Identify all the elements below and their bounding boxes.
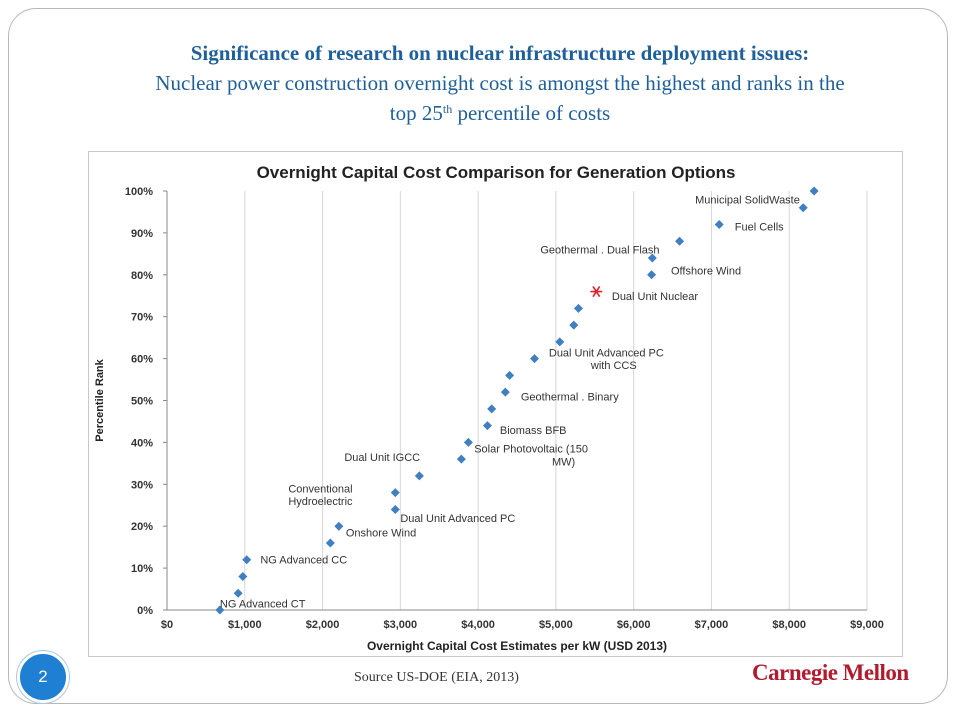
data-point bbox=[215, 605, 225, 615]
data-point bbox=[334, 521, 344, 531]
y-tick-label: 90% bbox=[131, 228, 153, 240]
data-point bbox=[390, 504, 400, 514]
title-subline-2-post: percentile of costs bbox=[452, 101, 611, 125]
point-annotation: MW) bbox=[552, 456, 575, 468]
y-tick-label: 30% bbox=[131, 479, 153, 491]
data-point bbox=[456, 454, 466, 464]
y-tick-label: 0% bbox=[137, 605, 153, 617]
y-tick-label: 50% bbox=[131, 396, 153, 408]
data-point bbox=[500, 387, 510, 397]
y-axis-label: Percentile Rank bbox=[94, 358, 106, 441]
y-tick-label: 40% bbox=[131, 437, 153, 449]
y-tick-label: 20% bbox=[131, 521, 153, 533]
point-annotation: NG Advanced CC bbox=[260, 555, 347, 567]
cmu-logo: Carnegie Mellon bbox=[752, 660, 909, 685]
point-annotation: Offshore Wind bbox=[671, 266, 741, 278]
data-point bbox=[463, 437, 473, 447]
title-heading: Significance of research on nuclear infr… bbox=[190, 41, 810, 65]
x-tick-label: $6,000 bbox=[617, 619, 651, 631]
point-annotation: Fuel Cells bbox=[735, 222, 784, 234]
page-number-badge: 2 bbox=[17, 651, 69, 703]
slide-frame bbox=[8, 8, 948, 704]
y-tick-label: 60% bbox=[131, 354, 153, 366]
x-tick-label: $5,000 bbox=[539, 619, 573, 631]
point-annotation: Geothermal . Binary bbox=[521, 391, 619, 403]
y-tick-label: 80% bbox=[131, 270, 153, 282]
point-annotation: Dual Unit IGCC bbox=[344, 452, 420, 464]
y-tick-label: 10% bbox=[131, 563, 153, 575]
data-point bbox=[714, 220, 724, 230]
data-point bbox=[555, 337, 565, 347]
data-point bbox=[675, 236, 685, 246]
point-annotation: Conventional bbox=[288, 483, 352, 495]
point-annotation: Biomass BFB bbox=[500, 425, 567, 437]
data-point bbox=[505, 370, 515, 380]
point-annotation: Municipal SolidWaste bbox=[695, 194, 800, 206]
point-annotation: Geothermal . Dual Flash bbox=[540, 245, 659, 257]
point-annotation: Hydroelectric bbox=[288, 496, 353, 508]
chart-container: Overnight Capital Cost Comparison for Ge… bbox=[88, 151, 903, 657]
y-tick-label: 100% bbox=[125, 186, 153, 198]
point-annotation: Onshore Wind bbox=[346, 527, 416, 539]
highlight-asterisk-stroke bbox=[592, 286, 601, 298]
highlight-asterisk bbox=[590, 286, 603, 298]
point-annotation: with CCS bbox=[590, 360, 637, 372]
data-point bbox=[647, 270, 657, 280]
x-tick-label: $4,000 bbox=[461, 619, 495, 631]
data-point bbox=[530, 354, 539, 364]
data-point bbox=[573, 303, 583, 313]
data-point bbox=[487, 404, 497, 414]
data-point bbox=[242, 555, 252, 565]
data-point bbox=[569, 320, 579, 330]
x-tick-label: $7,000 bbox=[695, 619, 729, 631]
x-tick-label: $9,000 bbox=[850, 619, 884, 631]
scatter-chart: Overnight Capital Cost Comparison for Ge… bbox=[94, 163, 884, 653]
data-point bbox=[414, 471, 424, 481]
title-superscript: th bbox=[442, 102, 453, 116]
data-point bbox=[647, 253, 657, 263]
title-subline-2-pre: top 25 bbox=[389, 101, 443, 125]
x-axis-label: Overnight Capital Cost Estimates per kW … bbox=[367, 639, 667, 653]
slide-title: Significance of research on nuclear infr… bbox=[60, 38, 940, 128]
chart-title: Overnight Capital Cost Comparison for Ge… bbox=[257, 163, 736, 182]
data-point bbox=[482, 421, 492, 431]
title-subline: Nuclear power construction overnight cos… bbox=[155, 71, 845, 95]
source-note: Source US-DOE (EIA, 2013) bbox=[354, 670, 519, 685]
data-point bbox=[325, 538, 335, 548]
point-annotation: NG Advanced CT bbox=[220, 599, 306, 611]
x-tick-label: $8,000 bbox=[772, 619, 806, 631]
data-point bbox=[798, 203, 808, 213]
point-annotation: Solar Photovoltaic (150 bbox=[474, 444, 588, 456]
point-annotation: Dual Unit Advanced PC bbox=[549, 347, 664, 359]
y-tick-label: 70% bbox=[131, 312, 153, 324]
point-annotation: Dual Unit Nuclear bbox=[612, 291, 699, 303]
data-point bbox=[390, 488, 400, 498]
x-tick-label: $1,000 bbox=[228, 619, 262, 631]
data-point bbox=[809, 186, 819, 196]
title-subline-2: top 25th percentile of costs bbox=[60, 98, 940, 128]
data-point bbox=[238, 571, 248, 581]
x-tick-label: $2,000 bbox=[306, 619, 340, 631]
point-annotation: Dual Unit Advanced PC bbox=[400, 513, 515, 525]
x-tick-label: $3,000 bbox=[384, 619, 418, 631]
data-point bbox=[233, 588, 243, 598]
x-tick-label: $0 bbox=[161, 619, 173, 631]
